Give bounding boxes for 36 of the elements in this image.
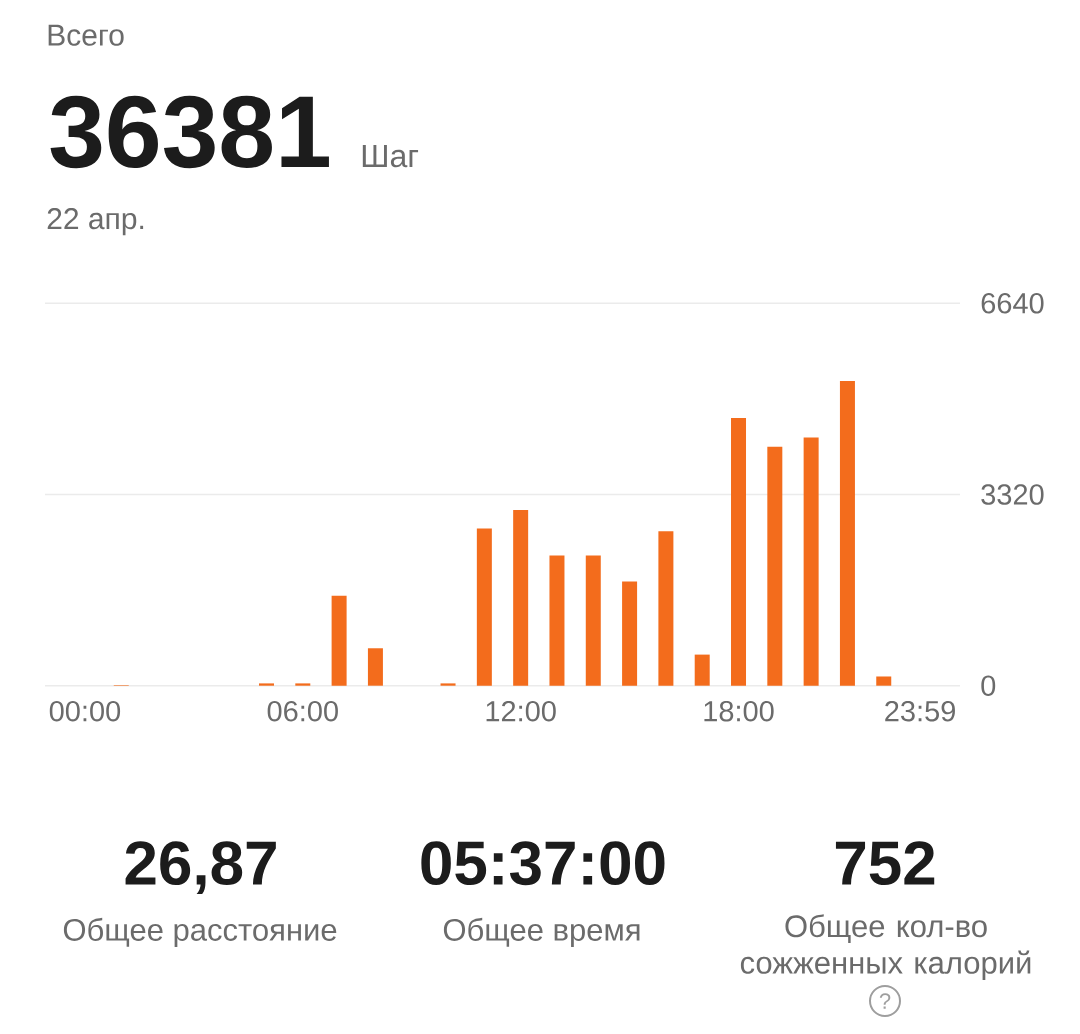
bar: [513, 510, 529, 686]
text: 752: [835, 841, 935, 886]
bar: [476, 528, 492, 686]
bar: [622, 581, 638, 686]
bar: [767, 446, 783, 686]
y-tick-label: 0: [981, 675, 996, 696]
chart-subtitle: 22 апр.: [47, 208, 144, 236]
text: Общее расстояние: [63, 917, 337, 948]
text: Общее кол-во сожженных калорий: [740, 914, 1031, 980]
bar: [549, 555, 565, 686]
bar: [585, 555, 601, 686]
y-tick-label: 6640: [981, 293, 1044, 314]
bar: [440, 683, 456, 686]
bar: [694, 654, 710, 686]
text: ?: [879, 993, 891, 1009]
x-tick-label: 06:00: [267, 700, 338, 722]
text: Шаг: [362, 145, 419, 168]
bar: [331, 595, 347, 686]
bar: [258, 683, 274, 686]
text: Общее время: [443, 917, 640, 948]
bar: [876, 676, 892, 686]
text: 26,87: [125, 841, 276, 895]
bar: [839, 381, 855, 686]
bar: [731, 417, 747, 686]
bar: [367, 648, 383, 686]
x-tick-label: 23:59: [885, 700, 955, 722]
bar: [658, 531, 674, 686]
x-tick-label: 00:00: [49, 700, 121, 722]
x-tick-label: 18:00: [704, 700, 774, 722]
chart-title: Всего: [48, 24, 124, 46]
y-tick-label: 3320: [981, 484, 1044, 505]
bar: [803, 437, 819, 686]
x-tick-label: 12:00: [486, 700, 556, 722]
text: 36381: [50, 95, 329, 169]
bar: [295, 683, 311, 686]
text: 05:37:00: [421, 841, 665, 886]
